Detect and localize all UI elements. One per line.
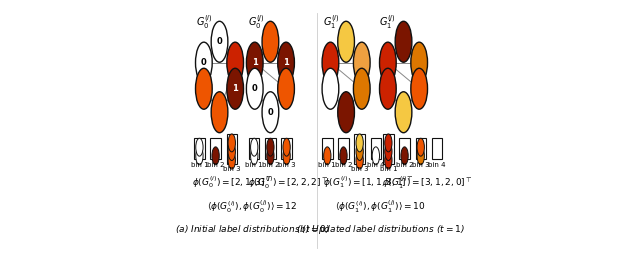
Text: $\langle\phi(G_0^{(i)}), \phi(G_0^{(j)})\rangle = 12$: $\langle\phi(G_0^{(i)}), \phi(G_0^{(j)})… [207,198,297,215]
Ellipse shape [228,143,236,161]
Text: bin 3: bin 3 [278,162,296,168]
Bar [194,138,205,159]
Text: bin 4: bin 4 [367,162,385,168]
Ellipse shape [385,143,392,161]
Text: 1: 1 [252,58,258,67]
Ellipse shape [380,42,396,83]
Text: bin 2: bin 2 [207,162,225,168]
Text: 0: 0 [201,58,207,67]
Bar [249,138,259,159]
Text: $\langle\phi(G_1^{(i)}), \phi(G_1^{(j)})\rangle = 10$: $\langle\phi(G_1^{(i)}), \phi(G_1^{(j)})… [335,198,426,215]
Text: bin 3: bin 3 [351,166,369,172]
Ellipse shape [356,134,364,152]
Ellipse shape [353,68,370,109]
Ellipse shape [278,42,294,83]
Ellipse shape [195,68,212,109]
Ellipse shape [353,42,370,83]
Ellipse shape [251,138,258,156]
Bar [415,138,426,159]
Ellipse shape [322,68,339,109]
Ellipse shape [246,68,263,109]
Text: bin 1: bin 1 [380,166,397,172]
Ellipse shape [380,68,396,109]
Ellipse shape [324,147,331,165]
Ellipse shape [227,68,244,109]
Text: bin 3: bin 3 [412,162,429,168]
Text: $\phi(G_1^{(j)}) = [3, 1, 2, 0]^\top$: $\phi(G_1^{(j)}) = [3, 1, 2, 0]^\top$ [382,175,473,191]
Ellipse shape [212,147,220,165]
Ellipse shape [356,143,364,161]
Bar [322,138,333,159]
Text: bin 1: bin 1 [245,162,263,168]
Ellipse shape [338,92,355,133]
Bar [227,134,237,164]
Bar [265,138,276,159]
Bar [282,138,292,159]
Ellipse shape [417,147,424,165]
Text: (a) Initial label distributions ($t = 0$): (a) Initial label distributions ($t = 0$… [175,223,330,235]
Text: 1: 1 [283,58,289,67]
Text: 0: 0 [268,108,273,117]
Text: $G_0^{(i)}$: $G_0^{(i)}$ [196,14,213,31]
Text: bin 4: bin 4 [428,162,445,168]
Text: bin 2: bin 2 [262,162,279,168]
Ellipse shape [267,138,274,156]
Ellipse shape [246,42,263,83]
Ellipse shape [417,138,424,156]
Ellipse shape [283,147,291,165]
Ellipse shape [411,68,428,109]
Text: $G_1^{(j)}$: $G_1^{(j)}$ [379,14,396,31]
Ellipse shape [395,21,412,62]
Ellipse shape [228,151,236,169]
Text: $G_1^{(i)}$: $G_1^{(i)}$ [323,14,339,31]
Text: bin 2: bin 2 [396,162,413,168]
Bar [432,138,442,159]
Ellipse shape [196,138,203,156]
Ellipse shape [262,21,279,62]
Text: $\phi(G_0^{(i)}) = [2, 1, 3]^\top$: $\phi(G_0^{(i)}) = [2, 1, 3]^\top$ [191,175,272,191]
Ellipse shape [196,147,203,165]
Text: $\phi(G_1^{(i)}) = [1, 1, 3, 1]^\top$: $\phi(G_1^{(i)}) = [1, 1, 3, 1]^\top$ [323,175,413,191]
Text: 0: 0 [216,37,222,46]
Text: bin 2: bin 2 [335,162,352,168]
Ellipse shape [211,21,228,62]
Text: 0: 0 [252,84,258,93]
Text: 1: 1 [232,84,238,93]
Bar [383,134,394,164]
Ellipse shape [372,147,380,165]
Ellipse shape [251,147,258,165]
Bar [399,138,410,159]
Ellipse shape [267,147,274,165]
Bar [371,138,381,159]
Bar [355,134,365,164]
Text: bin 1: bin 1 [191,162,208,168]
Text: bin 3: bin 3 [223,166,241,172]
Ellipse shape [195,42,212,83]
Ellipse shape [395,92,412,133]
Ellipse shape [228,134,236,152]
Bar [211,138,221,159]
Text: (b) Updated label distributions ($t = 1$): (b) Updated label distributions ($t = 1$… [296,223,465,236]
Ellipse shape [227,42,244,83]
Bar [339,138,349,159]
Ellipse shape [278,68,294,109]
Text: $G_0^{(j)}$: $G_0^{(j)}$ [248,14,265,31]
Ellipse shape [401,147,408,165]
Ellipse shape [385,134,392,152]
Ellipse shape [411,42,428,83]
Text: bin 1: bin 1 [319,162,336,168]
Ellipse shape [356,151,364,169]
Ellipse shape [211,92,228,133]
Ellipse shape [338,21,355,62]
Ellipse shape [385,151,392,169]
Ellipse shape [340,147,347,165]
Ellipse shape [322,42,339,83]
Text: $\phi(G_0^{(j)}) = [2, 2, 2]^\top$: $\phi(G_0^{(j)}) = [2, 2, 2]^\top$ [248,175,328,191]
Ellipse shape [283,138,291,156]
Ellipse shape [262,92,279,133]
